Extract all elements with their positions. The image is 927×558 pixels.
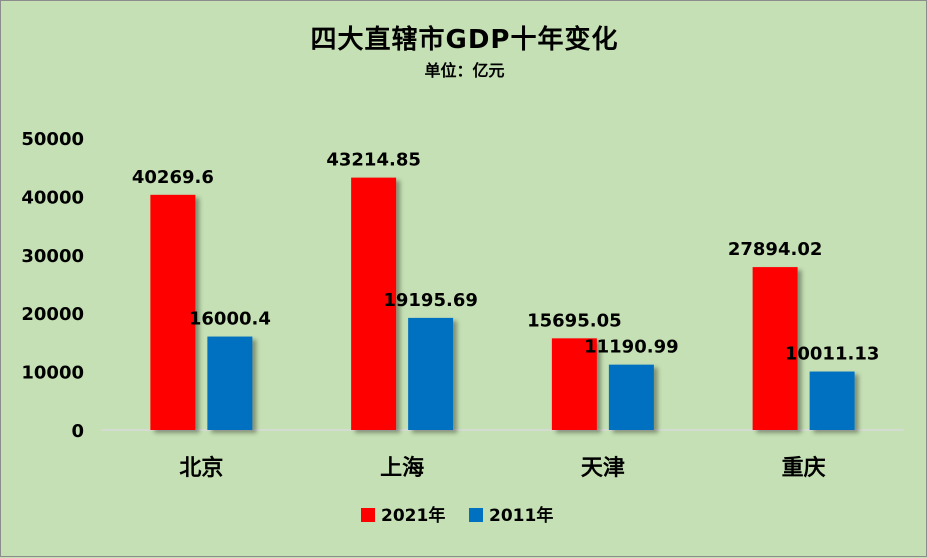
- y-tick-label: 10000: [21, 363, 84, 384]
- data-label: 40269.6: [132, 167, 214, 188]
- chart-subtitle: 单位：亿元: [424, 61, 505, 80]
- bar-2011年-上海: [408, 317, 454, 430]
- legend-swatch-2011年: [469, 508, 483, 522]
- bar-2021年-天津: [551, 338, 597, 430]
- y-tick-label: 50000: [21, 129, 84, 150]
- x-category-label: 天津: [581, 455, 625, 481]
- bar-2011年-天津: [608, 364, 654, 430]
- bar-2021年-上海: [351, 177, 397, 430]
- data-label: 16000.4: [189, 309, 271, 330]
- chart-title: 四大直辖市GDP十年变化: [310, 25, 619, 55]
- legend-label: 2021年: [381, 505, 445, 526]
- x-category-label: 重庆: [782, 455, 826, 481]
- y-tick-label: 30000: [21, 246, 84, 267]
- legend-swatch-2021年: [361, 508, 375, 522]
- bar-2021年-北京: [150, 194, 196, 430]
- x-category-label: 北京: [179, 455, 223, 481]
- x-category-label: 上海: [380, 455, 424, 481]
- data-label: 43214.85: [326, 150, 421, 171]
- data-label: 19195.69: [383, 290, 478, 311]
- bar-2011年-北京: [207, 336, 253, 430]
- bar-2021年-重庆: [752, 267, 798, 430]
- bar-2011年-重庆: [809, 371, 855, 430]
- y-tick-label: 40000: [21, 187, 84, 208]
- data-label: 15695.05: [527, 310, 622, 331]
- y-tick-label: 0: [71, 421, 84, 442]
- legend-label: 2011年: [489, 505, 553, 526]
- y-tick-label: 20000: [21, 304, 84, 325]
- data-label: 10011.13: [785, 344, 880, 365]
- data-label: 11190.99: [584, 337, 679, 358]
- data-label: 27894.02: [728, 239, 823, 260]
